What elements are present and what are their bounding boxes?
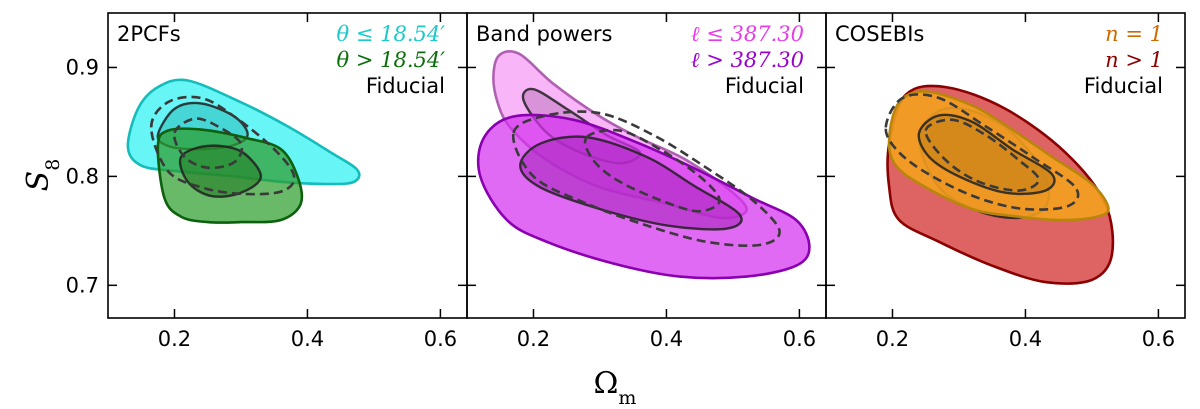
legend-entry: Fiducial — [1084, 74, 1163, 98]
panel-2-axes: 0.2 0.4 0.6 Band powers ℓ ≤ 387.30ℓ > 387.30… — [466, 12, 827, 351]
panel-title: COSEBIs — [835, 22, 924, 46]
legend-entry: n > 1 — [1105, 48, 1163, 72]
legend-entry: ℓ ≤ 387.30 — [691, 22, 804, 46]
y-tick-label: 0.9 — [66, 55, 99, 79]
y-axis-label: S8 — [21, 159, 64, 192]
panel-title: Band powers — [476, 22, 612, 46]
n-eq-1-inner-shade — [918, 114, 1055, 194]
ell-gt-387.30-inner-contour — [518, 135, 743, 231]
theta-gt-18.54-inner-contour — [178, 144, 263, 198]
legend-entry: Fiducial — [366, 74, 445, 98]
theta-gt-18.54-inner-shade — [180, 145, 261, 197]
fiducial-inner-contour — [583, 128, 721, 213]
x-tick-label: 0.6 — [1142, 327, 1175, 351]
fiducial-outer-contour — [511, 110, 781, 248]
panel-frame — [825, 12, 1186, 319]
panel-1 — [126, 78, 361, 224]
x-tick-label: 0.2 — [158, 327, 191, 351]
x-tick-label: 0.2 — [876, 327, 909, 351]
legend-entry: n = 1 — [1105, 22, 1163, 46]
fiducial-inner-contour — [172, 117, 244, 170]
panel-3 — [884, 84, 1115, 285]
x-tick-label: 0.6 — [783, 327, 816, 351]
legend-entry: Fiducial — [725, 74, 804, 98]
ell-gt-387.30-inner-shade — [520, 136, 742, 230]
n-eq-1-inner-contour — [917, 113, 1056, 196]
panel-2 — [476, 50, 811, 280]
x-tick-label: 0.4 — [291, 327, 324, 351]
x-tick-label: 0.4 — [650, 327, 683, 351]
x-axis-label: Ωm — [594, 366, 637, 409]
x-tick-label: 0.2 — [517, 327, 550, 351]
fiducial-outer-contour — [149, 95, 296, 196]
legend-entry: θ ≤ 18.54′ — [337, 22, 446, 46]
y-tick-label: 0.8 — [66, 164, 99, 188]
panel-1-axes: 0.2 0.4 0.6 0.7 0.8 0.9 2PCFs θ ≤ 18.54′θ > 18.… — [66, 12, 468, 351]
legend-entry: θ > 18.54′ — [337, 48, 446, 72]
panel-title: 2PCFs — [117, 22, 181, 46]
x-tick-label: 0.6 — [424, 327, 457, 351]
legend-entry: ℓ > 387.30 — [691, 48, 804, 72]
y-tick-label: 0.7 — [66, 273, 99, 297]
fiducial-inner-contour — [924, 118, 1041, 192]
x-tick-label: 0.4 — [1009, 327, 1042, 351]
